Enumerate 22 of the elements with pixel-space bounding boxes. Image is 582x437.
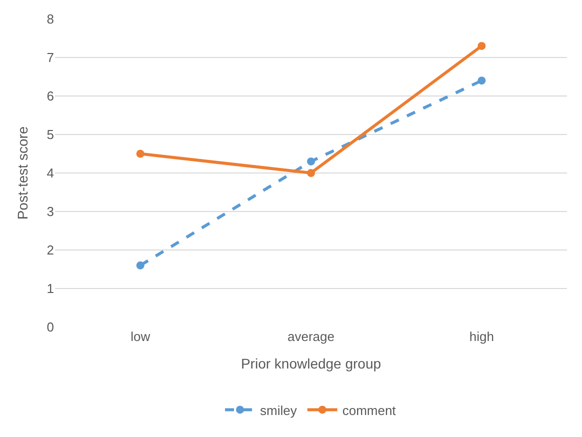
x-axis-title: Prior knowledge group	[240, 355, 382, 372]
y-tick-label: 6	[46, 88, 54, 104]
point	[136, 150, 144, 158]
y-tick-label: 2	[46, 242, 54, 258]
y-tick-label: 3	[46, 204, 54, 220]
point	[136, 261, 144, 270]
y-tick-label: 7	[46, 50, 54, 66]
x-tick-label: average	[288, 329, 334, 344]
y-tick-label: 4	[46, 166, 54, 181]
point	[478, 42, 486, 50]
point	[307, 169, 315, 177]
point	[478, 76, 486, 85]
y-tick-label: 8	[46, 12, 54, 27]
y-tick-label: 0	[46, 320, 54, 335]
point	[307, 157, 315, 166]
y-axis-title: Post-test score	[14, 126, 30, 220]
y-tick-label: 5	[46, 127, 54, 142]
legend-label: comment	[342, 402, 396, 418]
x-tick-label: high	[469, 329, 494, 344]
x-tick-label: low	[130, 329, 151, 344]
y-tick-label: 1	[46, 281, 54, 296]
legend-label: smiley	[260, 402, 298, 418]
